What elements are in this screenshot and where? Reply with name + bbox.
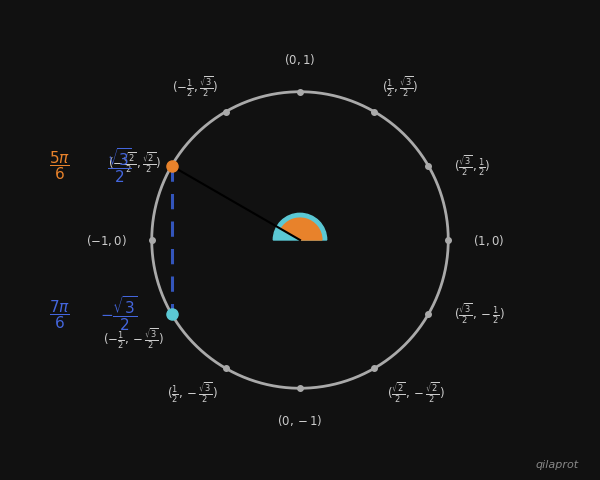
Text: qilaprot: qilaprot — [536, 460, 579, 470]
Text: $(\frac{\sqrt{2}}{2},-\frac{\sqrt{2}}{2})$: $(\frac{\sqrt{2}}{2},-\frac{\sqrt{2}}{2}… — [387, 381, 445, 405]
Text: $\dfrac{\sqrt{3}}{2}$: $\dfrac{\sqrt{3}}{2}$ — [107, 146, 131, 185]
Text: $(1,0)$: $(1,0)$ — [473, 232, 505, 248]
Text: $(\frac{\sqrt{3}}{2},-\frac{1}{2})$: $(\frac{\sqrt{3}}{2},-\frac{1}{2})$ — [454, 302, 505, 326]
Text: $(\frac{\sqrt{3}}{2},\frac{1}{2})$: $(\frac{\sqrt{3}}{2},\frac{1}{2})$ — [454, 154, 490, 178]
Text: $(0,1)$: $(0,1)$ — [284, 51, 316, 67]
Text: $\dfrac{7\pi}{6}$: $\dfrac{7\pi}{6}$ — [49, 298, 70, 331]
Text: $(-\frac{1}{2},\frac{\sqrt{3}}{2})$: $(-\frac{1}{2},\frac{\sqrt{3}}{2})$ — [172, 75, 218, 99]
Text: $(-1,0)$: $(-1,0)$ — [86, 232, 127, 248]
Text: $(-\frac{1}{2},-\frac{\sqrt{3}}{2})$: $(-\frac{1}{2},-\frac{\sqrt{3}}{2})$ — [103, 327, 164, 351]
Text: $(-\frac{\sqrt{2}}{2},\frac{\sqrt{2}}{2})$: $(-\frac{\sqrt{2}}{2},\frac{\sqrt{2}}{2}… — [108, 151, 161, 176]
Text: $(\frac{1}{2},-\frac{\sqrt{3}}{2})$: $(\frac{1}{2},-\frac{\sqrt{3}}{2})$ — [167, 381, 218, 405]
Text: $(0,-1)$: $(0,-1)$ — [277, 413, 323, 429]
Text: $-\dfrac{\sqrt{3}}{2}$: $-\dfrac{\sqrt{3}}{2}$ — [100, 295, 138, 334]
Text: $(\frac{1}{2},\frac{\sqrt{3}}{2})$: $(\frac{1}{2},\frac{\sqrt{3}}{2})$ — [382, 75, 418, 99]
Text: $\dfrac{5\pi}{6}$: $\dfrac{5\pi}{6}$ — [49, 149, 70, 182]
Wedge shape — [274, 213, 326, 240]
Wedge shape — [281, 218, 322, 240]
